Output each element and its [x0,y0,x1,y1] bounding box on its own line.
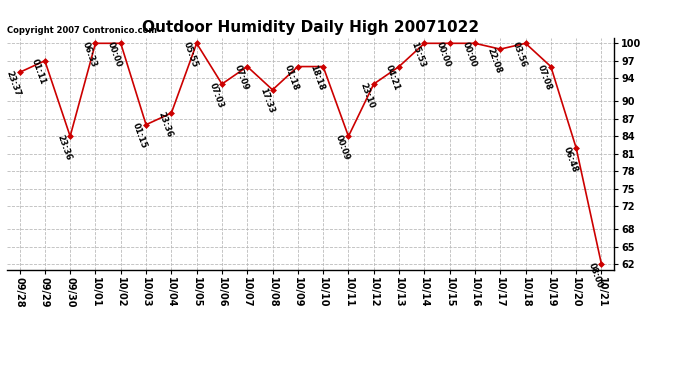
Text: 23:37: 23:37 [5,70,22,98]
Text: 01:15: 01:15 [131,122,149,150]
Text: 01:11: 01:11 [30,58,48,86]
Title: Outdoor Humidity Daily High 20071022: Outdoor Humidity Daily High 20071022 [142,20,479,35]
Text: 23:36: 23:36 [157,110,174,138]
Text: 07:08: 07:08 [536,64,553,92]
Text: 07:03: 07:03 [207,81,225,109]
Text: 23:10: 23:10 [359,81,377,110]
Text: 00:09: 00:09 [334,134,351,161]
Text: 00:00: 00:00 [106,40,124,68]
Text: 06:48: 06:48 [562,145,579,173]
Text: 00:00: 00:00 [435,40,453,68]
Text: 05:55: 05:55 [182,40,199,69]
Text: 17:33: 17:33 [258,87,275,115]
Text: 06:33: 06:33 [81,40,98,69]
Text: 15:53: 15:53 [410,40,427,69]
Text: 04:21: 04:21 [384,64,402,92]
Text: 22:08: 22:08 [486,46,503,75]
Text: 08:00: 08:00 [586,261,604,289]
Text: 03:56: 03:56 [511,40,529,69]
Text: 18:18: 18:18 [308,64,326,92]
Text: 07:09: 07:09 [233,64,250,92]
Text: 00:00: 00:00 [460,40,477,68]
Text: 23:36: 23:36 [55,134,73,162]
Text: Copyright 2007 Contronico.com: Copyright 2007 Contronico.com [7,26,157,35]
Text: 01:18: 01:18 [283,64,301,92]
